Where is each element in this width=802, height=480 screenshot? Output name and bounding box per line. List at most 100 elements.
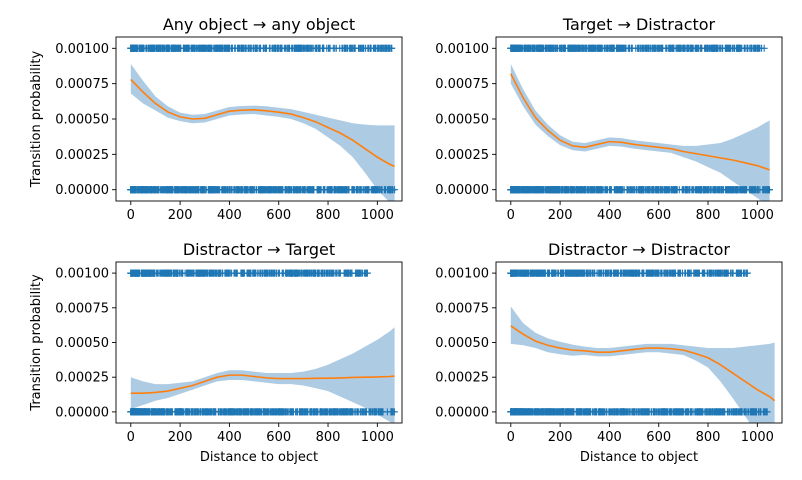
point-marker	[222, 269, 230, 277]
point-marker	[522, 186, 530, 194]
fit-line	[130, 78, 395, 168]
point-marker	[519, 408, 527, 416]
y-tick-label: 0.00100	[55, 42, 109, 57]
point-marker	[577, 186, 585, 194]
point-marker	[550, 186, 557, 194]
point-marker	[342, 186, 349, 194]
point-marker	[565, 44, 573, 52]
point-marker	[309, 269, 317, 277]
point-marker	[171, 186, 179, 194]
point-marker	[752, 408, 760, 416]
point-marker	[349, 186, 357, 194]
point-marker	[220, 186, 228, 194]
confidence-band	[130, 327, 395, 423]
point-marker	[556, 186, 564, 194]
point-marker	[719, 408, 727, 416]
confidence-band	[130, 63, 395, 201]
point-marker	[164, 408, 172, 416]
point-marker	[643, 269, 651, 277]
point-marker	[285, 408, 293, 416]
y-tick-label: 0.00025	[55, 371, 109, 386]
point-marker	[754, 44, 762, 52]
point-marker	[244, 408, 252, 416]
point-marker	[234, 44, 242, 52]
y-tick-label: 0.00075	[435, 77, 489, 92]
point-marker	[516, 186, 524, 194]
point-marker	[628, 408, 636, 416]
x-tick-label: 200	[548, 430, 573, 445]
point-marker	[239, 269, 247, 277]
point-marker	[130, 408, 138, 416]
point-marker	[211, 186, 219, 194]
point-marker	[552, 408, 560, 416]
fit-line	[510, 73, 770, 171]
plot-area	[127, 44, 399, 201]
point-marker	[182, 186, 190, 194]
y-tick-label: 0.00050	[55, 336, 109, 351]
x-tick-label: 200	[168, 208, 193, 223]
point-marker	[550, 44, 558, 52]
x-axis-label: Distance to object	[200, 450, 318, 465]
point-marker	[257, 269, 265, 277]
point-marker	[533, 408, 541, 416]
point-marker	[687, 269, 695, 277]
point-marker	[594, 269, 602, 277]
plot-area	[507, 269, 776, 423]
point-marker	[704, 408, 712, 416]
point-marker	[517, 269, 525, 277]
point-marker	[363, 269, 371, 277]
y-tick-label: 0.00025	[435, 148, 489, 163]
y-tick-label: 0.00100	[435, 42, 489, 57]
point-marker	[650, 408, 658, 416]
x-tick-label: 1000	[361, 430, 394, 445]
point-marker	[607, 186, 615, 194]
scatter-points	[127, 44, 399, 194]
point-marker	[260, 408, 268, 416]
y-tick-label: 0.00100	[55, 267, 109, 282]
point-marker	[367, 44, 375, 52]
point-marker	[341, 44, 349, 52]
point-marker	[358, 408, 366, 416]
point-marker	[137, 44, 145, 52]
point-marker	[544, 408, 552, 416]
point-marker	[525, 269, 533, 277]
point-marker	[217, 44, 225, 52]
point-marker	[700, 186, 708, 194]
panel-distractor-to-target: 0 200 400 600 800 10000.000000.000250.000500.…	[29, 240, 403, 465]
point-marker	[334, 186, 342, 194]
point-marker	[557, 269, 565, 277]
point-marker	[726, 186, 734, 194]
point-marker	[693, 44, 701, 52]
point-marker	[659, 408, 667, 416]
point-marker	[540, 269, 548, 277]
point-marker	[666, 186, 674, 194]
point-marker	[303, 269, 311, 277]
point-marker	[343, 408, 351, 416]
point-marker	[566, 186, 574, 194]
point-marker	[372, 186, 380, 194]
point-marker	[654, 186, 662, 194]
point-marker	[621, 44, 629, 52]
point-marker	[278, 186, 286, 194]
y-tick-label: 0.00075	[55, 301, 109, 316]
point-marker	[127, 269, 135, 277]
point-marker	[627, 186, 635, 194]
point-marker	[318, 269, 326, 277]
point-marker	[548, 269, 556, 277]
panel-distractor-to-distractor: 0 200 400 600 800 10000.000000.000250.000500.…	[435, 240, 783, 465]
point-marker	[684, 408, 692, 416]
x-tick-label: 0	[507, 430, 515, 445]
point-marker	[274, 269, 282, 277]
point-marker	[262, 44, 270, 52]
point-marker	[147, 269, 155, 277]
panel-target-to-distractor: 0 200 400 600 800 10000.000000.000250.000500.…	[435, 15, 783, 223]
point-marker	[644, 44, 652, 52]
point-marker	[743, 269, 751, 277]
point-marker	[343, 269, 350, 277]
confidence-band	[510, 63, 770, 201]
point-marker	[300, 186, 308, 194]
point-marker	[628, 44, 636, 52]
point-marker	[746, 44, 754, 52]
point-marker	[558, 44, 565, 52]
